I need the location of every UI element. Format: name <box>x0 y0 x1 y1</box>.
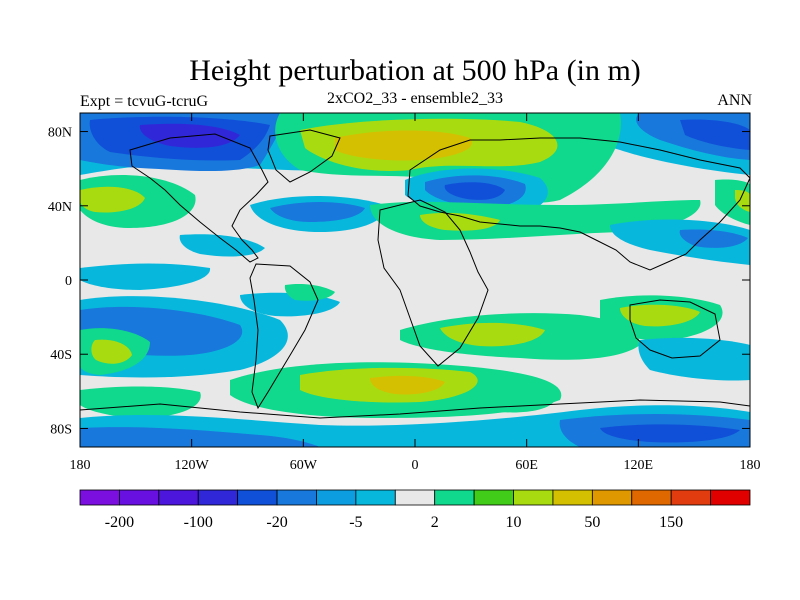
colorbar-label: 2 <box>431 514 439 531</box>
season-label: ANN <box>717 92 752 109</box>
lat-tick-label: 40N <box>48 200 72 215</box>
colorbar-swatch <box>394 489 436 506</box>
lat-tick-label: 80N <box>48 126 72 141</box>
colorbar-swatch <box>670 489 711 506</box>
colorbar-label: 50 <box>584 514 600 531</box>
ensemble-label: 2xCO2_33 - ensemble2_33 <box>327 90 503 107</box>
colorbar-label: 10 <box>506 514 522 531</box>
colorbar-swatch <box>710 489 751 506</box>
lon-tick-label: 60W <box>290 458 318 473</box>
colorbar-swatch <box>276 489 317 506</box>
map-title: Height perturbation at 500 hPa (in m) <box>189 54 641 87</box>
colorbar: -200 -100 -20 -5 2 10 50 150 <box>79 489 751 531</box>
colorbar-swatch <box>79 489 120 506</box>
colorbar-swatch <box>316 489 357 506</box>
colorbar-label: -200 <box>105 514 134 531</box>
colorbar-swatch <box>513 489 554 506</box>
colorbar-swatch <box>355 489 396 506</box>
lon-tick-label: 120W <box>175 458 210 473</box>
colorbar-swatch <box>473 489 514 506</box>
colorbar-label: 150 <box>659 514 683 531</box>
colorbar-swatch <box>119 489 160 506</box>
lat-tick-label: 40S <box>50 348 72 363</box>
colorbar-label: -100 <box>184 514 213 531</box>
latitude-axis: 80N 40N 0 40S 80S <box>48 126 750 437</box>
colorbar-swatch <box>237 489 278 506</box>
lon-tick-label: 180 <box>70 458 91 473</box>
coastline-outlines <box>80 129 750 419</box>
lon-tick-label: 120E <box>624 458 654 473</box>
lon-tick-label: 180 <box>740 458 761 473</box>
colorbar-swatch <box>434 489 475 506</box>
lat-tick-label: 80S <box>50 422 72 437</box>
lon-tick-label: 60E <box>515 458 538 473</box>
colorbar-label: -5 <box>349 514 362 531</box>
colorbar-label: -20 <box>266 514 287 531</box>
lat-tick-label: 0 <box>65 274 72 289</box>
colorbar-swatch <box>631 489 672 506</box>
colorbar-swatch <box>197 489 239 506</box>
contour-fill-field <box>80 113 750 447</box>
map-panel: 80N 40N 0 40S 80S 180 120W 60W 0 60E 120E 180 <box>48 112 761 473</box>
colorbar-swatch <box>158 489 199 506</box>
experiment-label: Expt = tcvuG-tcruG <box>80 93 209 110</box>
colorbar-swatch <box>591 489 633 506</box>
colorbar-swatch <box>552 489 593 506</box>
longitude-axis: 180 120W 60W 0 60E 120E 180 <box>70 113 761 473</box>
lon-tick-label: 0 <box>412 458 419 473</box>
